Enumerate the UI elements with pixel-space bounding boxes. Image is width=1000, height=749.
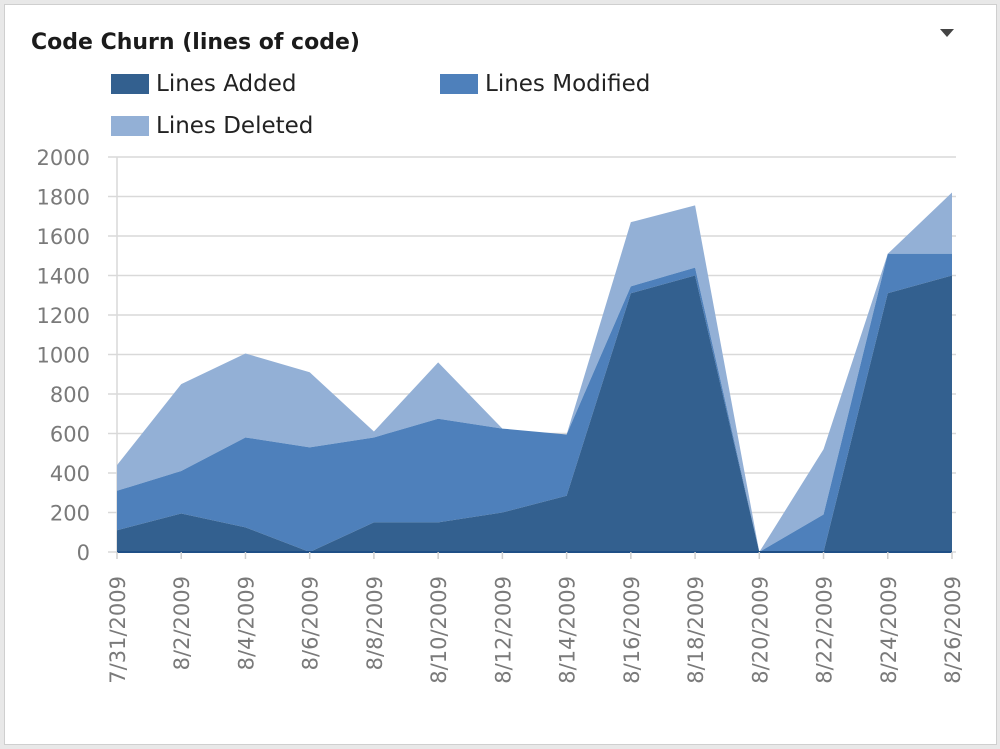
x-tick-label: 8/8/2009 — [363, 576, 387, 670]
y-tick-label: 1800 — [37, 186, 90, 210]
legend-item-lines-added: Lines Added — [111, 71, 297, 97]
y-tick-label: 800 — [50, 383, 90, 407]
x-tick-label: 8/4/2009 — [234, 576, 258, 670]
legend-swatch-added — [111, 74, 149, 94]
legend-swatch-deleted — [111, 116, 149, 136]
x-tick-label: 8/16/2009 — [620, 576, 644, 684]
area-lines-added[interactable] — [117, 275, 952, 553]
y-tick-label: 2000 — [37, 146, 90, 170]
y-tick-label: 200 — [50, 502, 90, 526]
area-lines-deleted[interactable] — [117, 192, 952, 553]
y-tick-label: 1400 — [37, 265, 90, 289]
legend-label: Lines Modified — [485, 71, 651, 97]
legend-label: Lines Added — [156, 71, 297, 97]
y-tick-label: 1000 — [37, 344, 90, 368]
x-tick-label: 8/10/2009 — [427, 576, 451, 684]
dropdown-triangle-icon[interactable] — [940, 29, 954, 37]
x-tick-label: 7/31/2009 — [106, 576, 130, 684]
x-tick-label: 8/6/2009 — [299, 576, 323, 670]
chart-title: Code Churn (lines of code) — [31, 30, 360, 55]
legend-swatch-modified — [440, 74, 478, 94]
y-tick-label: 1600 — [37, 225, 90, 249]
x-tick-label: 8/18/2009 — [684, 576, 708, 684]
x-tick-label: 8/24/2009 — [877, 576, 901, 684]
y-tick-label: 400 — [50, 462, 90, 486]
y-tick-label: 0 — [77, 541, 90, 565]
x-tick-label: 8/26/2009 — [941, 576, 965, 684]
area-lines-modified[interactable] — [117, 253, 952, 552]
x-tick-label: 8/2/2009 — [170, 576, 194, 670]
legend-item-lines-deleted: Lines Deleted — [111, 113, 313, 139]
x-tick-label: 8/14/2009 — [556, 576, 580, 684]
x-tick-label: 8/12/2009 — [491, 576, 515, 684]
y-tick-label: 600 — [50, 423, 90, 447]
x-tick-label: 8/20/2009 — [748, 576, 772, 684]
chart-widget: Code Churn (lines of code) Lines Added L… — [4, 4, 997, 745]
legend-item-lines-modified: Lines Modified — [440, 71, 650, 97]
y-tick-label: 1200 — [37, 304, 90, 328]
x-tick-label: 8/22/2009 — [813, 576, 837, 684]
legend-label: Lines Deleted — [156, 113, 314, 139]
